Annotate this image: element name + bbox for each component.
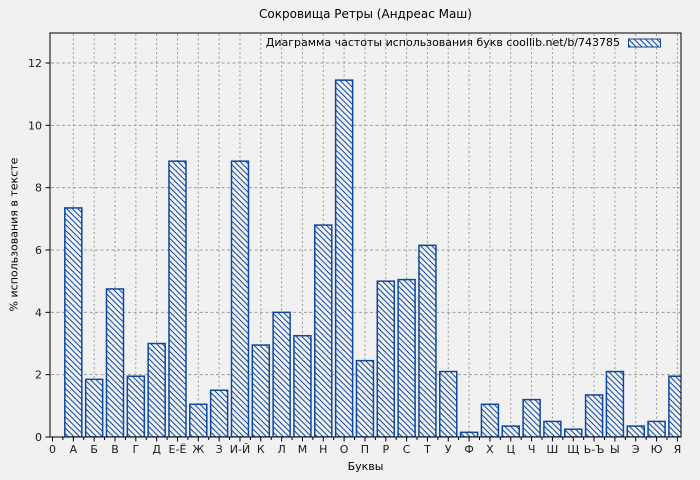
x-tick-label: Ю [651,443,663,456]
y-axis-label: % использования в тексте [7,157,21,312]
bar-Х [480,403,500,437]
x-tick-label: Л [277,443,285,456]
bar-Д [147,342,166,437]
bar-Ф [459,431,479,437]
x-tick-label: К [257,443,265,456]
x-tick-label: Б [90,443,98,456]
bar-Т [418,244,437,437]
legend-swatch-rect [628,38,661,48]
bar-Г [126,375,146,437]
bar-Ж [189,403,208,437]
x-tick-label: Ц [506,443,515,456]
x-tick-label: Я [674,443,682,456]
bar-И-Й [230,160,250,437]
bar-О [334,79,354,437]
x-tick-label: А [70,443,78,456]
bar-Б [84,378,104,437]
axis-ticks [45,62,678,442]
y-tick-label: 2 [35,369,42,382]
bar-А [64,207,83,437]
bar-У [439,370,458,437]
bar-Я [668,375,681,437]
x-tick-label: М [298,443,308,456]
bar-С [397,278,416,437]
chart-title: Сокровища Ретры (Андреас Маш) [259,7,472,21]
x-tick-label: О [340,443,349,456]
x-tick-label: Е-Ё [169,443,187,456]
x-axis-label: Буквы [347,460,384,473]
bar-П [355,359,375,437]
x-tick-label: Ы [610,443,620,456]
plot-border [49,32,682,438]
y-tick-label: 8 [35,182,42,195]
legend-swatch-hatched-icon [628,38,661,48]
legend: Диаграмма частоты использования букв coo… [50,37,662,49]
legend-label: Диаграмма частоты использования букв coo… [265,36,620,49]
bar-Ы [605,370,625,437]
bar-Н [314,224,333,437]
bar-Л [272,311,291,437]
x-tick-label: Ч [528,443,536,456]
x-tick-label: Х [486,443,494,456]
x-tick-label: Щ [567,443,579,456]
bars [64,79,681,437]
tick-labels: 0 А Б В Г Д Е-Ё Ж З И-Й К Л М Н О П Р С Т У Ф Х Ц Ч Ш Щ Ь-Ъ Ы Э Ю Я 0 2 4… [28,57,681,456]
x-tick-label: Ш [547,443,559,456]
bar-З [209,389,229,437]
y-tick-label: 4 [35,306,42,319]
y-tick-label: 6 [35,244,42,257]
bar-Ц [501,425,521,437]
x-tick-label: В [111,443,119,456]
bar-В [105,288,125,437]
bar-Ь-Ъ [584,394,604,437]
x-tick-label: 0 [49,443,56,456]
x-tick-label: Э [632,443,640,456]
bar-Э [626,425,645,437]
x-tick-label: Р [382,443,389,456]
bar-Ч [522,398,541,437]
y-tick-label: 10 [28,119,42,132]
bar-Р [376,280,396,437]
bar-М [293,334,312,437]
x-tick-label: С [403,443,411,456]
x-tick-label: П [361,443,369,456]
bar-Щ [564,428,583,437]
y-tick-label: 12 [28,57,42,70]
x-tick-label: И-Й [230,443,250,456]
x-tick-label: Т [423,443,431,456]
x-tick-label: Д [152,443,161,456]
x-tick-label: З [216,443,223,456]
x-tick-label: Н [319,443,327,456]
x-tick-label: Ж [192,443,204,456]
bar-Ю [647,420,666,437]
x-tick-label: Ф [464,443,473,456]
bar-Е-Ё [168,160,187,437]
y-tick-label: 0 [35,431,42,444]
x-tick-label: Г [132,443,139,456]
bar-К [251,344,271,437]
bar-Ш [543,420,562,437]
x-tick-label: У [445,443,452,456]
x-tick-label: Ь-Ъ [584,443,605,456]
